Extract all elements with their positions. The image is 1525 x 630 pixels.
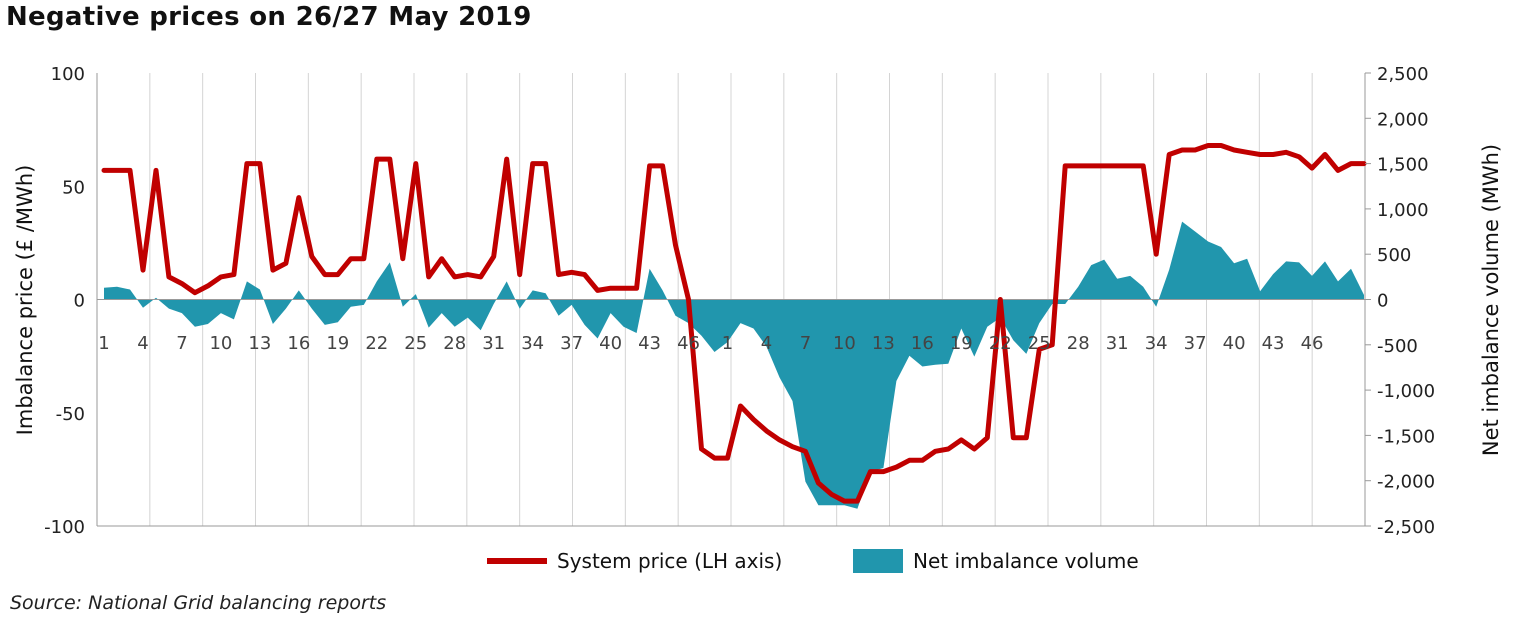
x-tick-label: 43 — [638, 333, 661, 354]
x-tick-label: 19 — [326, 333, 349, 354]
x-tick-label: 46 — [677, 333, 700, 354]
x-tick-label: 13 — [872, 333, 895, 354]
legend-label-net-imbalance: Net imbalance volume — [913, 549, 1139, 573]
x-tick-label: 37 — [560, 333, 583, 354]
right-tick-label: -500 — [1377, 336, 1418, 357]
legend: System price (LH axis) Net imbalance vol… — [487, 549, 1139, 573]
x-tick-label: 16 — [911, 333, 934, 354]
x-tick-label: 19 — [950, 333, 973, 354]
left-tick-label: 50 — [62, 177, 85, 198]
right-tick-label: 1,500 — [1377, 155, 1429, 176]
x-axis-tick-labels: 1 4 7 10 13 16 19 22 25 28 31 34 37 40 43 46 1 4 7 10 13 16 19… — [98, 333, 1323, 354]
left-tick-label: -100 — [44, 517, 85, 538]
net-imbalance-area-path — [104, 221, 1364, 509]
x-tick-label: 7 — [800, 333, 811, 354]
x-tick-label: 4 — [761, 333, 772, 354]
right-axis-label: Net imbalance volume (MWh) — [1479, 144, 1503, 456]
x-tick-label: 31 — [482, 333, 505, 354]
system-price-line — [101, 143, 1367, 504]
right-tick-label: 1,000 — [1377, 200, 1429, 221]
x-tick-label: 4 — [137, 333, 148, 354]
x-tick-label: 7 — [176, 333, 187, 354]
x-tick-label: 22 — [365, 333, 388, 354]
x-tick-label: 1 — [98, 333, 109, 354]
legend-label-system-price: System price (LH axis) — [557, 549, 782, 573]
system-price-polyline — [101, 143, 1367, 504]
right-tick-label: 0 — [1377, 291, 1388, 312]
right-tick-label: 2,000 — [1377, 109, 1429, 130]
x-tick-label: 34 — [521, 333, 544, 354]
x-tick-label: 37 — [1184, 333, 1207, 354]
x-tick-label: 31 — [1106, 333, 1129, 354]
right-tick-label: -1,500 — [1377, 426, 1435, 447]
x-tick-label: 1 — [722, 333, 733, 354]
x-tick-label: 25 — [404, 333, 427, 354]
x-tick-label: 34 — [1145, 333, 1168, 354]
right-tick-label: 500 — [1377, 245, 1411, 266]
x-tick-label: 16 — [287, 333, 310, 354]
left-tick-label: 100 — [51, 64, 85, 85]
x-tick-label: 10 — [209, 333, 232, 354]
x-tick-label: 28 — [1067, 333, 1090, 354]
x-tick-label: 40 — [599, 333, 622, 354]
right-tick-label: -2,500 — [1377, 517, 1435, 538]
x-tick-label: 22 — [989, 333, 1012, 354]
chart-title: Negative prices on 26/27 May 2019 — [6, 2, 532, 32]
right-axis-ticks: 2,500 2,000 1,500 1,000 500 0 -500 -1,000 -1,500… — [1365, 64, 1435, 538]
right-tick-label: -1,000 — [1377, 381, 1435, 402]
x-tick-label: 25 — [1028, 333, 1051, 354]
left-axis-label: Imbalance price (£ /MWh) — [13, 165, 37, 436]
x-tick-label: 43 — [1262, 333, 1285, 354]
right-tick-label: -2,000 — [1377, 472, 1435, 493]
left-axis-ticks: 100 50 0 -50 -100 — [44, 64, 85, 538]
x-tick-label: 40 — [1223, 333, 1246, 354]
x-tick-label: 46 — [1301, 333, 1324, 354]
net-imbalance-area — [104, 221, 1364, 509]
left-tick-label: 0 — [74, 291, 85, 312]
x-tick-label: 28 — [443, 333, 466, 354]
legend-swatch-net-imbalance — [853, 549, 903, 573]
source-note: Source: National Grid balancing reports — [10, 592, 387, 614]
right-tick-label: 2,500 — [1377, 64, 1429, 85]
x-tick-label: 13 — [248, 333, 271, 354]
x-tick-label: 10 — [833, 333, 856, 354]
left-tick-label: -50 — [56, 404, 85, 425]
